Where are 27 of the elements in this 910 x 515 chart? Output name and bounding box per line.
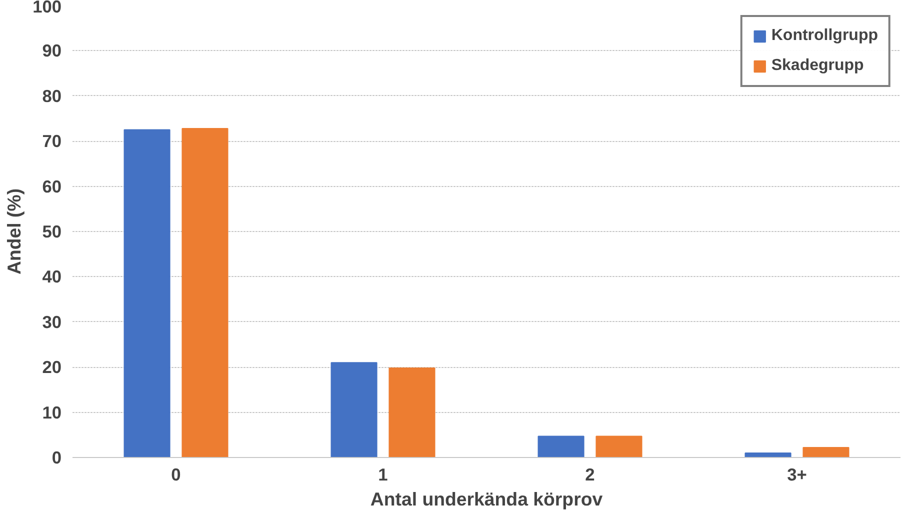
x-tick-label: 2 [585,464,595,484]
bar [124,129,170,458]
y-tick-label: 60 [42,176,62,196]
legend-label: Kontrollgrupp [771,27,878,45]
y-tick-label: 40 [42,266,62,287]
bar [538,436,584,458]
legend-label: Skadegrupp [771,57,864,75]
bar [744,452,792,458]
x-axis-title: Antal underkända körprov [370,488,604,510]
y-tick-label: 20 [42,357,62,378]
bar [802,447,850,458]
y-tick-label: 90 [42,40,62,61]
x-tick-label: 0 [171,464,181,484]
x-tick-label: 3+ [787,464,807,484]
y-tick-label: 80 [42,86,62,106]
y-axis-title: Andel (%) [4,188,25,275]
y-tick-label: 70 [42,131,62,152]
bar [388,368,436,458]
y-tick-label: 10 [42,402,62,422]
x-tick-label: 1 [378,464,388,484]
y-tick-label: 0 [52,448,62,468]
y-tick-label: 100 [32,0,62,16]
y-tick-label: 30 [42,312,62,332]
y-tick-label: 50 [42,222,62,242]
bar [182,128,228,458]
bar [596,436,642,458]
bar [330,362,378,458]
